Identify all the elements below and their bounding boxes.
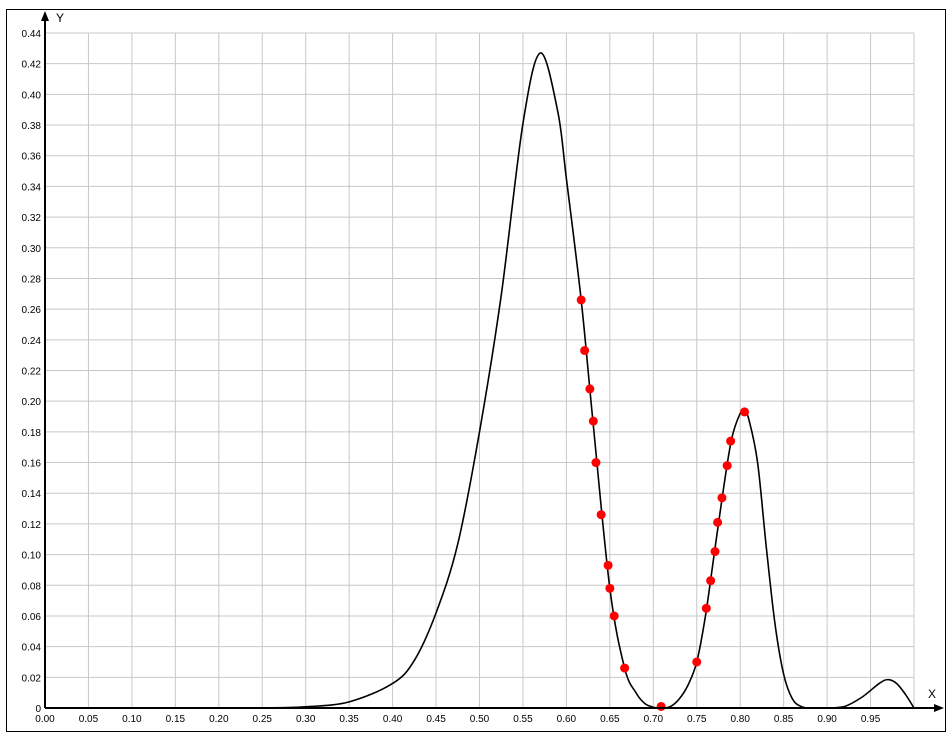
x-axis-label: X — [928, 687, 936, 701]
y-tick-label: 0.16 — [22, 459, 42, 470]
data-point — [706, 576, 716, 586]
y-tick-label: 0.04 — [22, 643, 42, 654]
y-tick-label: 0.38 — [22, 121, 42, 132]
x-tick-label: 0.15 — [166, 714, 186, 725]
y-tick-label: 0.02 — [22, 673, 42, 684]
data-point — [656, 701, 666, 711]
x-tick-labels: 0.00 0.05 0.10 0.15 0.20 0.25 0.30 0.35 0.40 0.45… — [35, 714, 880, 725]
data-point — [576, 295, 586, 305]
data-point — [701, 603, 711, 613]
x-tick-label: 0.10 — [122, 714, 142, 725]
x-tick-label: 0.50 — [470, 714, 490, 725]
y-tick-label: 0.12 — [22, 520, 42, 531]
y-tick-label: 0.24 — [22, 336, 42, 347]
data-point — [603, 560, 613, 570]
x-tick-label: 0.95 — [861, 714, 881, 725]
data-point — [609, 611, 619, 621]
data-point — [585, 384, 595, 394]
x-tick-label: 0.60 — [557, 714, 577, 725]
x-tick-label: 0.30 — [296, 714, 316, 725]
x-tick-label: 0.75 — [687, 714, 707, 725]
data-point — [620, 663, 630, 673]
data-point — [588, 416, 598, 426]
x-tick-label: 0.20 — [209, 714, 229, 725]
x-tick-label: 0.80 — [730, 714, 750, 725]
y-tick-label: 0.44 — [22, 29, 42, 40]
data-point — [605, 583, 615, 593]
y-tick-label: 0 — [35, 704, 41, 715]
x-tick-label: 0.45 — [426, 714, 446, 725]
x-tick-label: 0.55 — [513, 714, 533, 725]
x-tick-label: 0.25 — [253, 714, 273, 725]
y-tick-label: 0.42 — [22, 60, 42, 71]
data-point — [740, 407, 750, 417]
y-tick-label: 0.30 — [22, 244, 42, 255]
grid — [45, 32, 915, 708]
data-point — [726, 436, 736, 446]
x-tick-label: 0.05 — [79, 714, 99, 725]
y-tick-label: 0.36 — [22, 152, 42, 163]
y-tick-label: 0.14 — [22, 489, 42, 500]
x-tick-label: 0.90 — [817, 714, 837, 725]
x-tick-label: 0.85 — [774, 714, 794, 725]
x-tick-label: 0.35 — [339, 714, 359, 725]
y-tick-label: 0.40 — [22, 90, 42, 101]
x-axis-arrow-icon — [934, 704, 944, 712]
y-tick-label: 0.26 — [22, 305, 42, 316]
data-point — [692, 657, 702, 667]
data-point — [722, 461, 732, 471]
y-axis-arrow-icon — [41, 11, 49, 21]
y-tick-label: 0.22 — [22, 367, 42, 378]
y-tick-label: 0.20 — [22, 397, 42, 408]
y-tick-label: 0.28 — [22, 274, 42, 285]
x-tick-label: 0.65 — [600, 714, 620, 725]
x-tick-label: 0.40 — [383, 714, 403, 725]
y-tick-labels: 0 0.02 0.04 0.06 0.08 0.10 0.12 0.14 0.16 0.18 0.2… — [22, 29, 42, 715]
y-axis-label: Y — [56, 11, 64, 25]
y-tick-label: 0.08 — [22, 581, 42, 592]
data-point — [591, 458, 601, 468]
y-tick-label: 0.06 — [22, 612, 42, 623]
y-tick-label: 0.10 — [22, 551, 42, 562]
x-tick-label: 0.00 — [35, 714, 55, 725]
data-point — [580, 346, 590, 356]
y-tick-label: 0.18 — [22, 428, 42, 439]
y-tick-label: 0.32 — [22, 213, 42, 224]
data-point — [596, 510, 606, 520]
data-point — [710, 547, 720, 557]
data-point — [717, 493, 727, 503]
y-tick-label: 0.34 — [22, 182, 42, 193]
x-tick-label: 0.70 — [644, 714, 664, 725]
data-point — [713, 517, 723, 527]
